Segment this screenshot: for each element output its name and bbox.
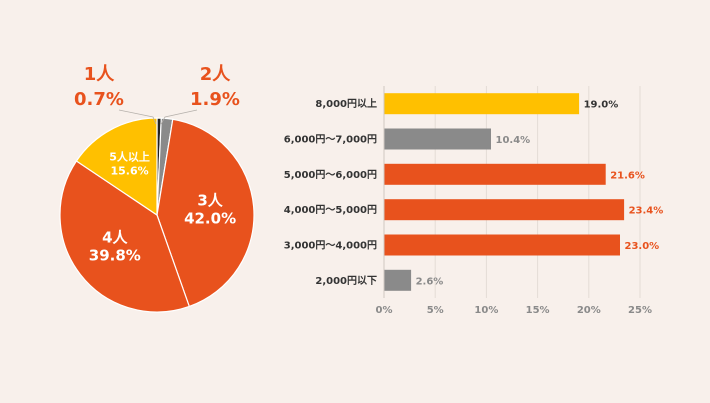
category-label-3: 4,000円～5,000円 <box>284 204 377 216</box>
pie-slice-3 <box>59 160 191 313</box>
bar-value-label-1: 10.4% <box>496 135 531 146</box>
bar-value-label-0: 19.0% <box>584 100 619 111</box>
x-tick-label-5: 25% <box>628 305 652 316</box>
pie-slice-4 <box>75 117 158 217</box>
pie-label-1: 2人 <box>200 64 232 85</box>
x-tick-label-2: 10% <box>474 305 498 316</box>
bar-chart: 0% 5% 10% 15% 20% 25% 8,000円以上 19.0% 6,000円～7,00… <box>284 86 664 316</box>
bar-value-label-2: 21.6% <box>610 170 645 181</box>
bar-1 <box>384 128 491 150</box>
x-tick-label-4: 20% <box>577 305 601 316</box>
pie-value-label-0: 0.7% <box>74 89 124 110</box>
x-tick-label-3: 15% <box>526 305 550 316</box>
pie-leader-line-0 <box>118 109 157 125</box>
pie-value-label-2: 42.0% <box>184 209 236 227</box>
bar-3 <box>384 199 625 221</box>
pie-label-4: 5人以上 <box>109 150 150 164</box>
category-label-2: 5,000円～6,000円 <box>284 169 377 181</box>
bar-value-label-3: 23.4% <box>629 206 664 217</box>
pie-label-3: 4人 <box>102 229 128 247</box>
bar-value-label-4: 23.0% <box>625 241 660 252</box>
pie-label-0: 1人 <box>84 64 116 85</box>
bar-value-label-5: 2.6% <box>416 276 444 287</box>
category-label-5: 2,000円以下 <box>315 275 377 287</box>
category-label-1: 6,000円～7,000円 <box>284 134 377 146</box>
pie-leader-line-1 <box>160 109 198 125</box>
category-label-0: 8,000円以上 <box>315 97 377 110</box>
category-label-4: 3,000円～4,000円 <box>284 240 377 252</box>
bar-2 <box>384 163 606 185</box>
bar-5 <box>384 269 412 291</box>
x-tick-label-0: 0% <box>376 305 393 316</box>
x-tick-label-1: 5% <box>427 305 444 316</box>
pie-value-label-3: 39.8% <box>89 247 141 265</box>
pie-slice-2 <box>156 118 255 308</box>
bar-0 <box>384 93 580 115</box>
pie-value-label-4: 15.6% <box>111 165 149 178</box>
pie-label-2: 3人 <box>197 191 223 209</box>
pie-value-label-1: 1.9% <box>190 89 240 110</box>
bar-4 <box>384 234 620 256</box>
